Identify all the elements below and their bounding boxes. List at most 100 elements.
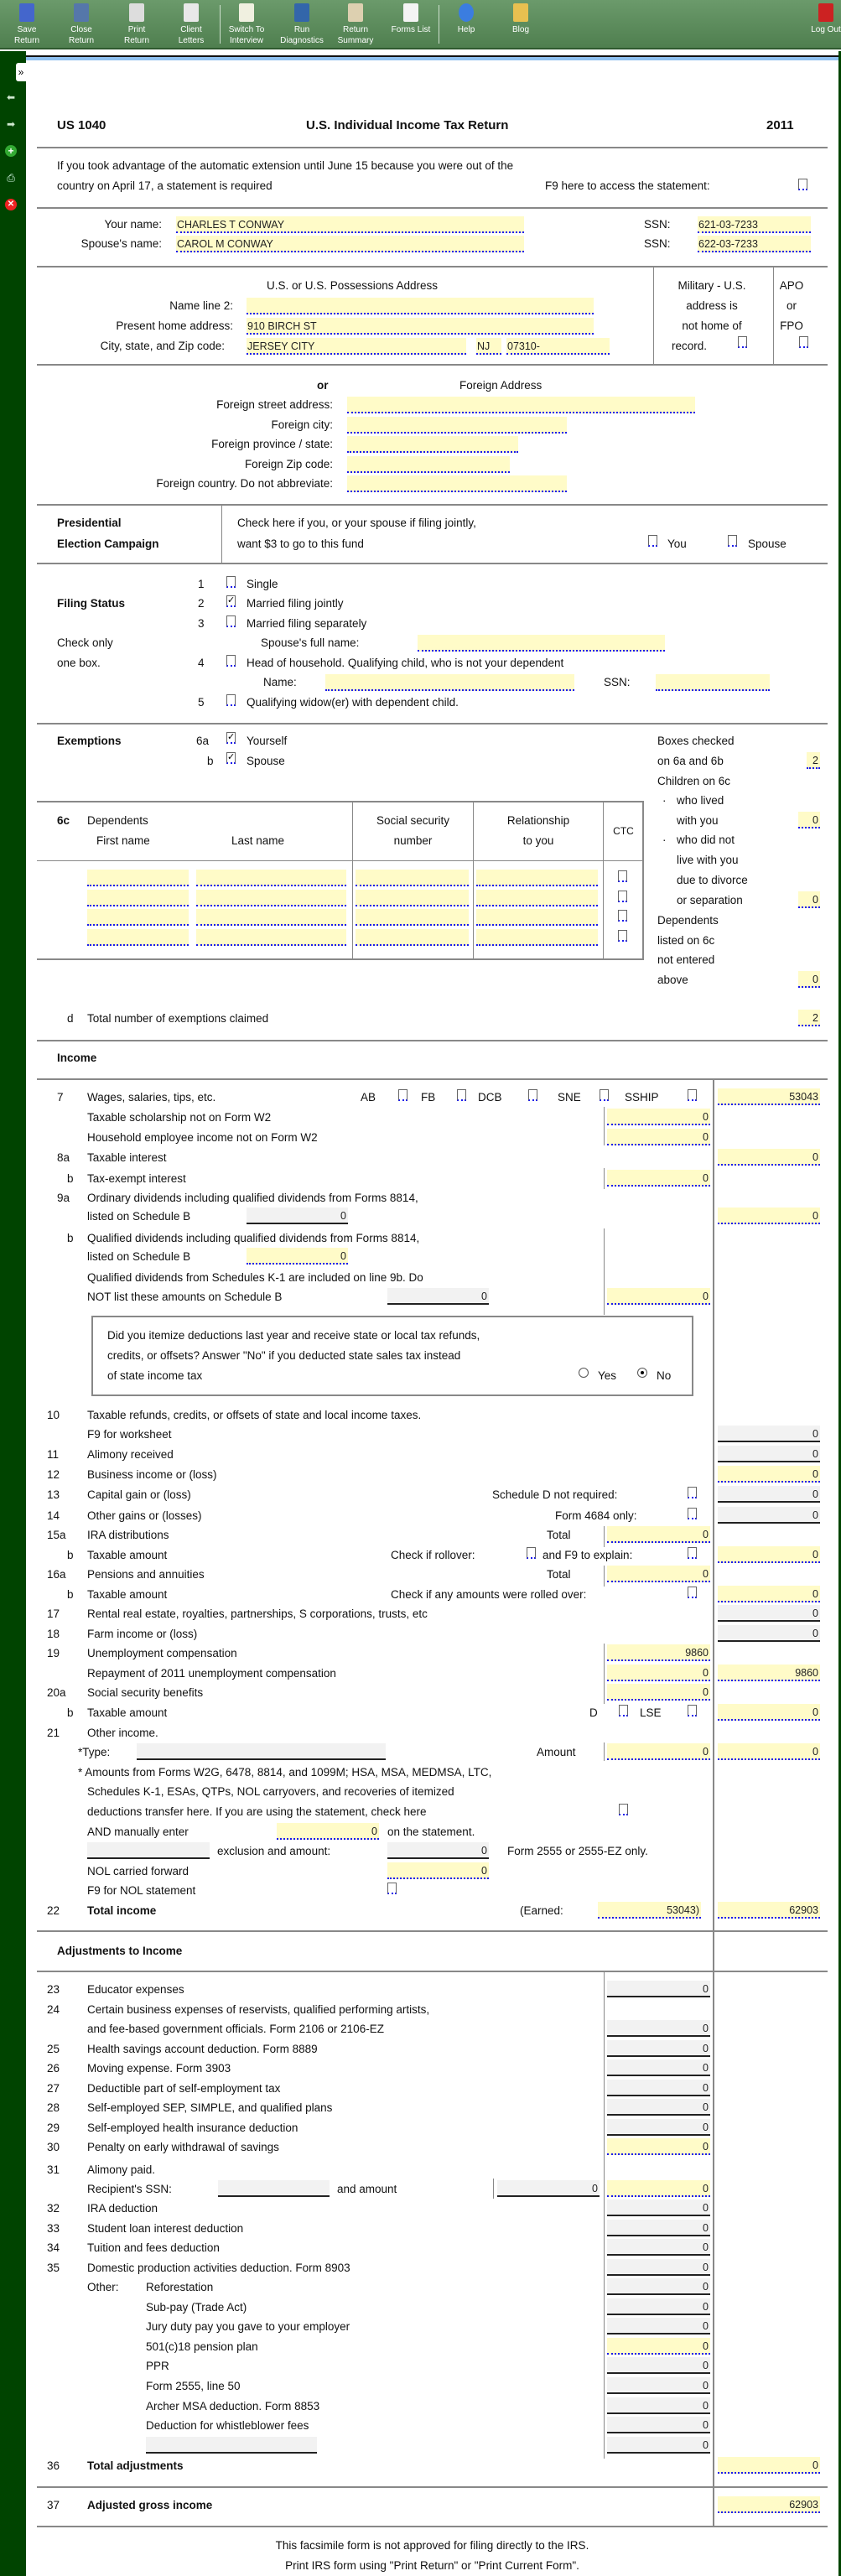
f9-explain-checkbox[interactable] [688, 1547, 697, 1559]
k1-dividends-amount[interactable]: 0 [387, 1288, 489, 1305]
filing-status-1-checkbox[interactable] [226, 576, 236, 588]
dependent-relationship-input[interactable] [476, 870, 598, 886]
farm-income-amount[interactable]: 0 [718, 1625, 820, 1642]
adjustment-32-amount[interactable]: 0 [607, 2199, 710, 2216]
dependent-ctc-checkbox[interactable] [618, 870, 627, 882]
adjustment-30-amount[interactable]: 0 [607, 2138, 710, 2155]
statement-checkbox[interactable] [798, 179, 807, 190]
qualified-dividends-total-input[interactable]: 0 [607, 1288, 710, 1305]
alimony-paid-input[interactable]: 0 [607, 2180, 710, 2197]
qualifying-ssn-input[interactable] [656, 674, 770, 691]
campaign-spouse-checkbox[interactable] [728, 535, 737, 547]
close-button[interactable]: Close Return [56, 3, 106, 46]
qualified-dividends-input[interactable]: 0 [247, 1248, 348, 1265]
total-income-input[interactable]: 62903 [718, 1902, 820, 1919]
alimony-received-amount[interactable]: 0 [718, 1446, 820, 1462]
filing-status-3-checkbox[interactable] [226, 615, 236, 627]
adjustment-24-amount[interactable]: 0 [607, 2020, 710, 2037]
your-name-input[interactable]: CHARLES T CONWAY [176, 216, 524, 233]
forward-arrow-icon[interactable]: ➡ [6, 118, 16, 130]
taxable-interest-input[interactable]: 0 [718, 1149, 820, 1166]
switch-to-button[interactable]: Switch To Interview [221, 3, 272, 46]
your-ssn-input[interactable]: 621-03-7233 [698, 216, 811, 233]
exclusion-type-input[interactable] [87, 1842, 210, 1859]
boxes-checked-input[interactable]: 2 [807, 752, 820, 769]
total-exemptions-value[interactable]: 2 [798, 1010, 820, 1026]
yourself-checkbox[interactable]: ✓ [226, 732, 236, 744]
rolled-over-checkbox[interactable] [688, 1587, 697, 1598]
other-adjustment-amount[interactable]: 0 [607, 2298, 710, 2315]
fb-checkbox[interactable] [457, 1089, 466, 1101]
military-checkbox[interactable] [738, 336, 747, 348]
adjustment-34-amount[interactable]: 0 [607, 2239, 710, 2256]
dependent-last-name-input[interactable] [196, 909, 346, 926]
schedule-d-checkbox[interactable] [688, 1487, 697, 1498]
dependent-first-name-input[interactable] [87, 929, 189, 946]
dcb-checkbox[interactable] [528, 1089, 537, 1101]
household-income-input[interactable]: 0 [607, 1129, 710, 1145]
dependent-ssn-input[interactable] [356, 929, 469, 946]
pensions-taxable-input[interactable]: 0 [718, 1586, 820, 1602]
statement-checkbox[interactable] [619, 1804, 628, 1815]
dependent-first-name-input[interactable] [87, 890, 189, 906]
name-line2-input[interactable] [247, 298, 594, 314]
children-lived-input[interactable]: 0 [798, 812, 820, 828]
dependent-last-name-input[interactable] [196, 929, 346, 946]
dependent-first-name-input[interactable] [87, 870, 189, 886]
dependent-ctc-checkbox[interactable] [618, 891, 627, 902]
dependent-last-name-input[interactable] [196, 890, 346, 906]
total-adjustments-input[interactable]: 0 [718, 2457, 820, 2474]
delete-form-icon[interactable]: ✕ [5, 199, 17, 210]
dependent-first-name-input[interactable] [87, 909, 189, 926]
alimony-amount[interactable]: 0 [497, 2180, 600, 2197]
foreign-zip-input[interactable] [347, 456, 510, 473]
other-adjustment-description-input[interactable] [146, 2436, 317, 2454]
recipient-ssn-input[interactable] [218, 2180, 330, 2197]
spouse-ssn-input[interactable]: 622-03-7233 [698, 236, 811, 252]
filing-status-4-checkbox[interactable] [226, 655, 236, 667]
d-checkbox[interactable] [619, 1705, 628, 1716]
exclusion-amount[interactable]: 0 [387, 1842, 489, 1859]
forms-list-button[interactable]: Forms List [386, 3, 436, 35]
other-income-type-input[interactable] [137, 1743, 386, 1760]
add-form-icon[interactable]: + [5, 145, 17, 157]
adjustment-27-amount[interactable]: 0 [607, 2079, 710, 2096]
ordinary-dividends-input[interactable]: 0 [718, 1208, 820, 1224]
ss-taxable-input[interactable]: 0 [718, 1704, 820, 1721]
earned-income-input[interactable]: 53043) [598, 1902, 701, 1919]
client-button[interactable]: Client Letters [166, 3, 216, 46]
children-not-lived-input[interactable]: 0 [798, 891, 820, 908]
apo-fpo-checkbox[interactable] [799, 336, 808, 348]
ira-total-input[interactable]: 0 [607, 1526, 710, 1543]
dependents-not-entered-input[interactable]: 0 [798, 971, 820, 988]
sship-checkbox[interactable] [688, 1089, 697, 1101]
print-button[interactable]: Print Return [112, 3, 162, 46]
itemize-yes-radio[interactable] [579, 1368, 589, 1378]
ab-checkbox[interactable] [398, 1089, 408, 1101]
save-button[interactable]: Save Return [2, 3, 52, 46]
dependent-ssn-input[interactable] [356, 909, 469, 926]
back-arrow-icon[interactable]: ⬅ [6, 91, 16, 103]
adjustment-35-amount[interactable]: 0 [607, 2258, 710, 2276]
print-form-icon[interactable]: ⎙ [7, 172, 15, 184]
dependent-ctc-checkbox[interactable] [618, 930, 627, 942]
rollover-checkbox[interactable] [527, 1547, 536, 1559]
foreign-city-input[interactable] [347, 417, 567, 434]
tax-exempt-interest-input[interactable]: 0 [607, 1170, 710, 1187]
return-button[interactable]: Return Summary [330, 3, 381, 46]
scholarship-input[interactable]: 0 [607, 1109, 710, 1125]
foreign-country-input[interactable] [347, 475, 567, 492]
dependent-ssn-input[interactable] [356, 890, 469, 906]
spouse-name-input[interactable]: CAROL M CONWAY [176, 236, 524, 252]
other-adjustment-amount[interactable]: 0 [607, 2357, 710, 2375]
rental-amount[interactable]: 0 [718, 1605, 820, 1622]
dependent-ssn-input[interactable] [356, 870, 469, 886]
itemize-no-radio[interactable] [637, 1368, 647, 1378]
other-adjustment-amount[interactable]: 0 [607, 2318, 710, 2335]
adjustment-26-amount[interactable]: 0 [607, 2059, 710, 2076]
campaign-you-checkbox[interactable] [648, 535, 657, 547]
expand-panel-button[interactable]: » [16, 63, 26, 81]
other-adjustment-amount[interactable]: 0 [607, 2417, 710, 2434]
pensions-total-input[interactable]: 0 [607, 1566, 710, 1582]
adjustment-33-amount[interactable]: 0 [607, 2219, 710, 2236]
